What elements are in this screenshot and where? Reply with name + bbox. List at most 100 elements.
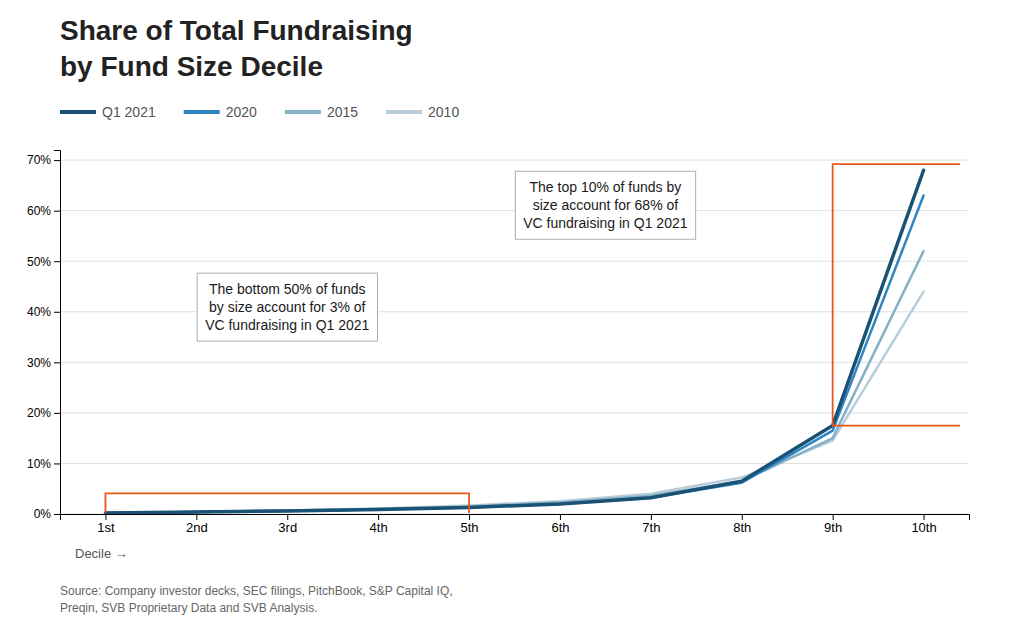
tick-label: 8th <box>733 520 751 535</box>
tick-label: 7th <box>642 520 660 535</box>
tick-mark <box>54 463 60 464</box>
tick-mark <box>651 514 652 520</box>
annotation-line: VC fundraising in Q1 2021 <box>205 317 369 333</box>
tick-mark <box>105 514 106 520</box>
series-line <box>105 196 923 513</box>
legend-item: Q1 2021 <box>60 104 156 120</box>
axis-line <box>54 151 61 515</box>
annotation-box <box>197 273 377 341</box>
chart: Share of Total Fundraisingby Fund Size D… <box>0 0 1009 639</box>
tick: 50% <box>27 255 60 269</box>
tick-label: 10% <box>27 457 51 471</box>
tick: 30% <box>27 356 60 370</box>
tick-mark <box>54 362 60 363</box>
tick: 20% <box>27 406 60 420</box>
legend-item: 2010 <box>386 104 459 120</box>
source: Source: Company investor decks, SEC fili… <box>60 584 453 598</box>
tick-label: 20% <box>27 406 51 420</box>
legend: Q1 2021 2020 2015 2010 <box>60 104 459 120</box>
annotation: The top 10% of funds by size account for … <box>515 164 960 425</box>
annotations: The bottom 50% of funds by size account f… <box>105 164 959 513</box>
annotation-line: The bottom 50% of funds <box>209 281 365 297</box>
tick-label: 10th <box>911 520 936 535</box>
tick: 10% <box>27 457 60 471</box>
title: Share of Total Fundraising <box>60 15 413 46</box>
tick-mark <box>833 514 834 520</box>
tick-label: 9th <box>824 520 842 535</box>
tick-mark <box>378 514 379 520</box>
legend-label: Q1 2021 <box>102 104 156 120</box>
grid-line <box>60 160 969 161</box>
x-axis-label: Decile → <box>75 546 128 561</box>
tick-label: 1st <box>97 520 115 535</box>
tick-label: 40% <box>27 305 51 319</box>
tick: 9th <box>824 514 842 535</box>
annotation-line: size account for 68% of <box>533 197 679 213</box>
tick-mark <box>54 211 60 212</box>
bracket <box>833 164 960 425</box>
tick-mark <box>560 514 561 520</box>
lines <box>105 170 923 513</box>
tick: 70% <box>27 153 60 167</box>
annotation-text: The bottom 50% of funds by size account f… <box>205 281 369 333</box>
tick-mark <box>742 514 743 520</box>
plot: 0% 10% 20% 30% 40% 50% 60% 70% 1st 2nd 3rd 4th 5th 6t… <box>27 151 970 536</box>
annotation-text: The top 10% of funds by size account for … <box>523 179 687 231</box>
tick: 40% <box>27 305 60 319</box>
tick-mark <box>54 160 60 161</box>
series-line <box>105 251 923 513</box>
x-axis: 1st 2nd 3rd 4th 5th 6th 7th 8th 9th 10th <box>61 514 970 535</box>
tick-mark <box>924 514 925 520</box>
annotation-box <box>515 171 695 239</box>
tick: 10th <box>911 514 936 535</box>
tick-mark <box>287 514 288 520</box>
tick: 1st <box>97 514 115 535</box>
bracket <box>105 493 469 513</box>
tick-label: 50% <box>27 255 51 269</box>
tick: 60% <box>27 204 60 218</box>
tick-label: 3rd <box>278 520 297 535</box>
annotation-line: by size account for 3% of <box>209 299 366 315</box>
legend-label: 2020 <box>226 104 257 120</box>
legend-label: 2010 <box>428 104 459 120</box>
axis-line <box>61 515 970 521</box>
legend-item: 2020 <box>184 104 257 120</box>
tick-label: 4th <box>370 520 388 535</box>
tick: 5th <box>461 514 479 535</box>
tick-mark <box>54 514 60 515</box>
tick: 3rd <box>278 514 297 535</box>
tick-mark <box>196 514 197 520</box>
tick-mark <box>54 413 60 414</box>
tick: 4th <box>370 514 388 535</box>
tick: 7th <box>642 514 660 535</box>
tick: 8th <box>733 514 751 535</box>
tick-label: 60% <box>27 204 51 218</box>
legend-label: 2015 <box>327 104 358 120</box>
legend-swatch <box>285 110 321 114</box>
tick: 6th <box>551 514 569 535</box>
series-line <box>105 170 923 513</box>
tick-label: 6th <box>551 520 569 535</box>
legend-swatch <box>184 110 220 114</box>
legend-swatch <box>386 110 422 114</box>
tick-mark <box>469 514 470 520</box>
tick-label: 5th <box>461 520 479 535</box>
tick-label: 2nd <box>186 520 208 535</box>
tick: 0% <box>34 507 60 521</box>
tick-mark <box>54 312 60 313</box>
tick-label: 0% <box>34 507 52 521</box>
legend-swatch <box>60 110 96 114</box>
annotation: The bottom 50% of funds by size account f… <box>105 273 469 513</box>
series-line <box>105 292 923 513</box>
tick-label: 70% <box>27 153 51 167</box>
annotation-line: The top 10% of funds by <box>530 179 682 195</box>
legend-item: 2015 <box>285 104 358 120</box>
grid-line <box>60 463 969 464</box>
tick: 2nd <box>186 514 208 535</box>
tick-mark <box>54 261 60 262</box>
tick-label: 30% <box>27 356 51 370</box>
grid <box>60 160 969 514</box>
y-axis: 0% 10% 20% 30% 40% 50% 60% 70% <box>27 151 61 522</box>
annotation-line: VC fundraising in Q1 2021 <box>523 215 687 231</box>
source: Preqin, SVB Proprietary Data and SVB Ana… <box>60 601 317 615</box>
